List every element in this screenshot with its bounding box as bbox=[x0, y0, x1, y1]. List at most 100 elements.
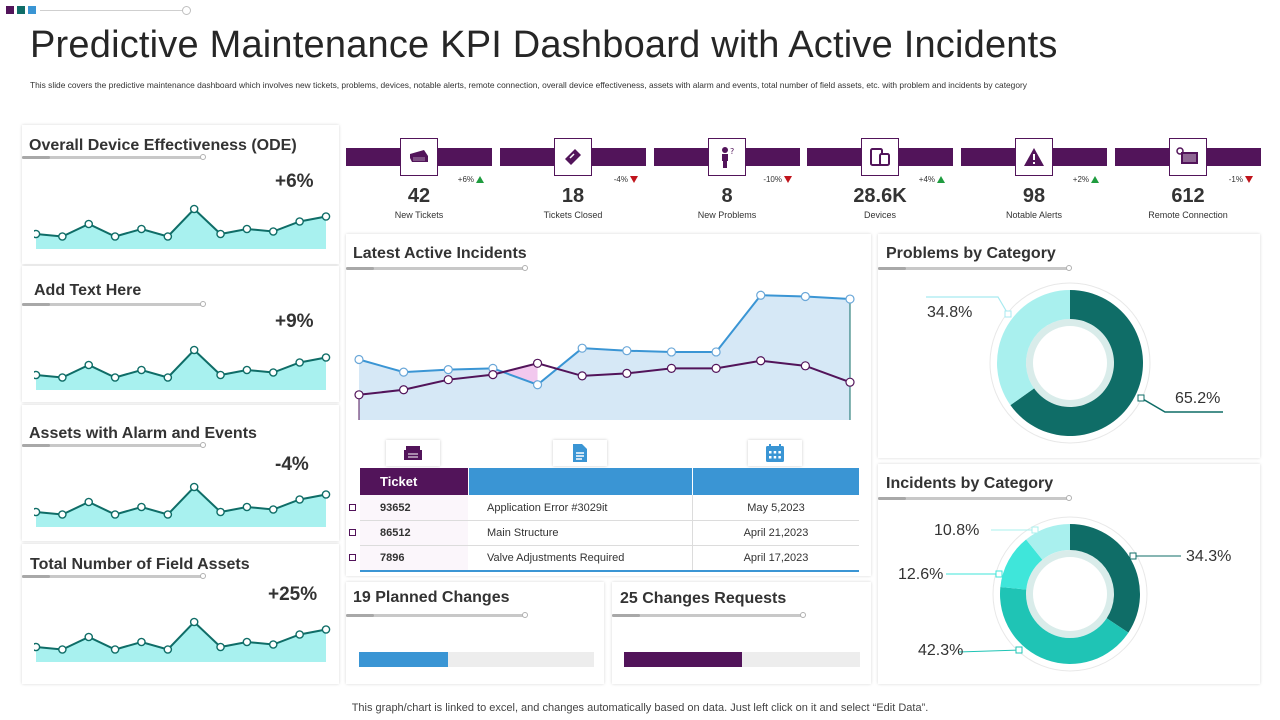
title-underline-dot bbox=[200, 301, 206, 307]
spark-point bbox=[58, 645, 67, 654]
panel-title: 25 Changes Requests bbox=[620, 590, 787, 607]
deco-square-blue bbox=[28, 6, 36, 14]
spark-point bbox=[242, 365, 252, 375]
ticket-icon bbox=[400, 138, 438, 176]
spark-line bbox=[35, 485, 327, 516]
panel-planned-changes[interactable]: 19 Planned Changes bbox=[346, 582, 604, 684]
kpi-label: Tickets Closed bbox=[543, 210, 603, 220]
panel-assets-alarm[interactable]: Assets with Alarm and Events -4% bbox=[22, 405, 339, 541]
table-cell-date: May 5,2023 bbox=[747, 502, 805, 514]
kpi-delta-text: +6% bbox=[457, 175, 474, 184]
series-2-point bbox=[711, 363, 721, 373]
kpi-delta: -4% bbox=[614, 175, 638, 184]
spark-point bbox=[321, 212, 331, 221]
series-2-point bbox=[622, 368, 632, 378]
spark-chart bbox=[34, 617, 331, 662]
spark-point bbox=[163, 645, 173, 654]
kpi-remote-connection[interactable]: -1% 612 Remote Connection bbox=[1115, 138, 1261, 226]
document-icon bbox=[573, 444, 587, 462]
table-cell-date: April 21,2023 bbox=[743, 527, 809, 539]
tab-description[interactable] bbox=[553, 440, 607, 466]
spark-point bbox=[321, 625, 331, 634]
spark-point bbox=[189, 617, 199, 627]
series-2-point bbox=[354, 390, 364, 400]
series-2-point bbox=[399, 385, 409, 395]
series-1-line bbox=[358, 294, 851, 386]
leader-marker bbox=[1129, 552, 1137, 560]
panel-incidents-by-category[interactable]: Incidents by Category 34.3% 42.3% 12.6% … bbox=[878, 464, 1260, 684]
title-underline bbox=[612, 614, 802, 617]
spark-chart bbox=[34, 482, 331, 527]
spark-point bbox=[268, 640, 278, 649]
arrow-up-icon bbox=[1091, 176, 1099, 183]
table-row-divider bbox=[360, 545, 859, 546]
progress-track bbox=[624, 652, 860, 667]
donut-label: 65.2% bbox=[1175, 390, 1221, 407]
panel-field-assets[interactable]: Total Number of Field Assets +25% bbox=[22, 544, 339, 684]
arrow-down-icon bbox=[784, 176, 792, 183]
title-underline bbox=[878, 497, 1068, 500]
spark-area bbox=[36, 350, 326, 390]
title-underline-dot bbox=[800, 612, 806, 618]
spark-point bbox=[321, 490, 331, 499]
leader-marker bbox=[1137, 394, 1145, 402]
donut-slice bbox=[1010, 290, 1143, 436]
kpi-tickets-closed[interactable]: -4% 18 Tickets Closed bbox=[500, 138, 646, 226]
incidents-chart bbox=[354, 290, 855, 420]
panel-title: Total Number of Field Assets bbox=[30, 556, 250, 573]
kpi-delta-text: -4% bbox=[613, 175, 628, 184]
spark-point bbox=[216, 507, 225, 517]
panel-problems-by-category[interactable]: Problems by Category 34.8% 65.2% bbox=[878, 234, 1260, 458]
panel-latest-incidents[interactable]: Latest Active Incidents Ticket 93652 App… bbox=[346, 234, 871, 576]
series-2-point bbox=[577, 371, 587, 381]
title-underline-dot bbox=[200, 154, 206, 160]
panel-title: Latest Active Incidents bbox=[353, 245, 527, 262]
spark-point bbox=[163, 232, 173, 241]
title-underline-dot bbox=[200, 573, 206, 579]
kpi-notable-alerts[interactable]: +2% 98 Notable Alerts bbox=[961, 138, 1107, 226]
series-2-point bbox=[756, 356, 766, 366]
table-ticket-column bbox=[360, 495, 468, 570]
deco-square-purple bbox=[6, 6, 14, 14]
spark-point bbox=[295, 495, 304, 504]
devices-icon bbox=[861, 138, 899, 176]
table-cell-ticket: 93652 bbox=[380, 502, 411, 514]
tab-date[interactable] bbox=[748, 440, 802, 466]
series-1-point bbox=[577, 343, 587, 353]
kpi-label: Notable Alerts bbox=[1005, 210, 1063, 220]
spark-point bbox=[268, 227, 278, 236]
spark-point bbox=[84, 360, 94, 370]
spark-point bbox=[189, 345, 199, 355]
kpi-new-tickets[interactable]: +6% 42 New Tickets bbox=[346, 138, 492, 226]
percent-change: +25% bbox=[268, 584, 318, 605]
kpi-delta-text: -1% bbox=[1228, 175, 1243, 184]
leader-marker bbox=[995, 570, 1003, 578]
tab-ticket[interactable] bbox=[386, 440, 440, 466]
spark-point bbox=[34, 370, 41, 380]
panel-ode[interactable]: Overall Device Effectiveness (ODE) +6% bbox=[22, 125, 339, 264]
spark-point bbox=[163, 510, 173, 519]
spark-area bbox=[36, 622, 326, 662]
spark-point bbox=[242, 637, 252, 647]
series-2-point bbox=[845, 377, 855, 387]
arrow-up-icon bbox=[476, 176, 484, 183]
spark-line bbox=[35, 207, 327, 238]
kpi-devices[interactable]: +4% 28.6K Devices bbox=[807, 138, 953, 226]
kpi-value: 42 bbox=[407, 185, 431, 207]
leader-line bbox=[957, 649, 1020, 653]
kpi-label: New Problems bbox=[697, 210, 757, 220]
panel-title: Incidents by Category bbox=[886, 475, 1054, 492]
spark-chart bbox=[34, 204, 331, 249]
kpi-value: 18 bbox=[561, 185, 585, 207]
footer-note: This graph/chart is linked to excel, and… bbox=[351, 702, 929, 714]
panel-changes-requests[interactable]: 25 Changes Requests bbox=[612, 582, 871, 684]
kpi-value: 8 bbox=[721, 185, 733, 207]
leader-marker bbox=[1015, 646, 1023, 654]
title-underline bbox=[22, 444, 202, 447]
title-underline-dot bbox=[522, 265, 528, 271]
donut-label: 42.3% bbox=[918, 642, 964, 659]
spark-point bbox=[58, 232, 67, 241]
spark-line bbox=[35, 348, 327, 379]
panel-add-text[interactable]: Add Text Here +9% bbox=[22, 266, 339, 402]
kpi-new-problems[interactable]: ? -10% 8 New Problems bbox=[654, 138, 800, 226]
